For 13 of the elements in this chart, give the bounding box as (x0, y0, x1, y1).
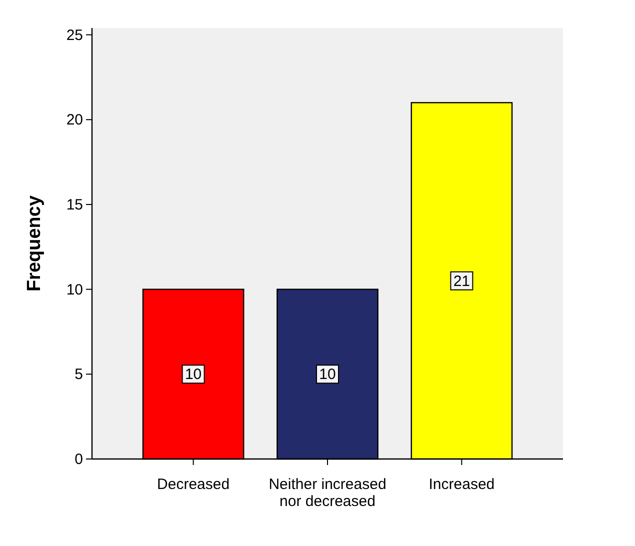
x-tick-label: Increased (428, 476, 495, 493)
y-tick-label: 15 (66, 196, 83, 214)
data-label: 10 (319, 366, 336, 384)
data-label: 10 (184, 366, 202, 384)
y-tick-label: 0 (74, 451, 83, 468)
x-tick-label: Decreased (157, 476, 230, 493)
data-label: 21 (453, 272, 470, 290)
x-tick-label: Neither increased nor decreased (268, 476, 386, 510)
y-tick-label: 20 (66, 112, 83, 129)
y-axis-title: Frequency (24, 195, 45, 292)
y-tick-label: 5 (74, 366, 83, 384)
y-tick-label: 25 (66, 26, 83, 44)
y-tick-label: 10 (66, 281, 83, 298)
